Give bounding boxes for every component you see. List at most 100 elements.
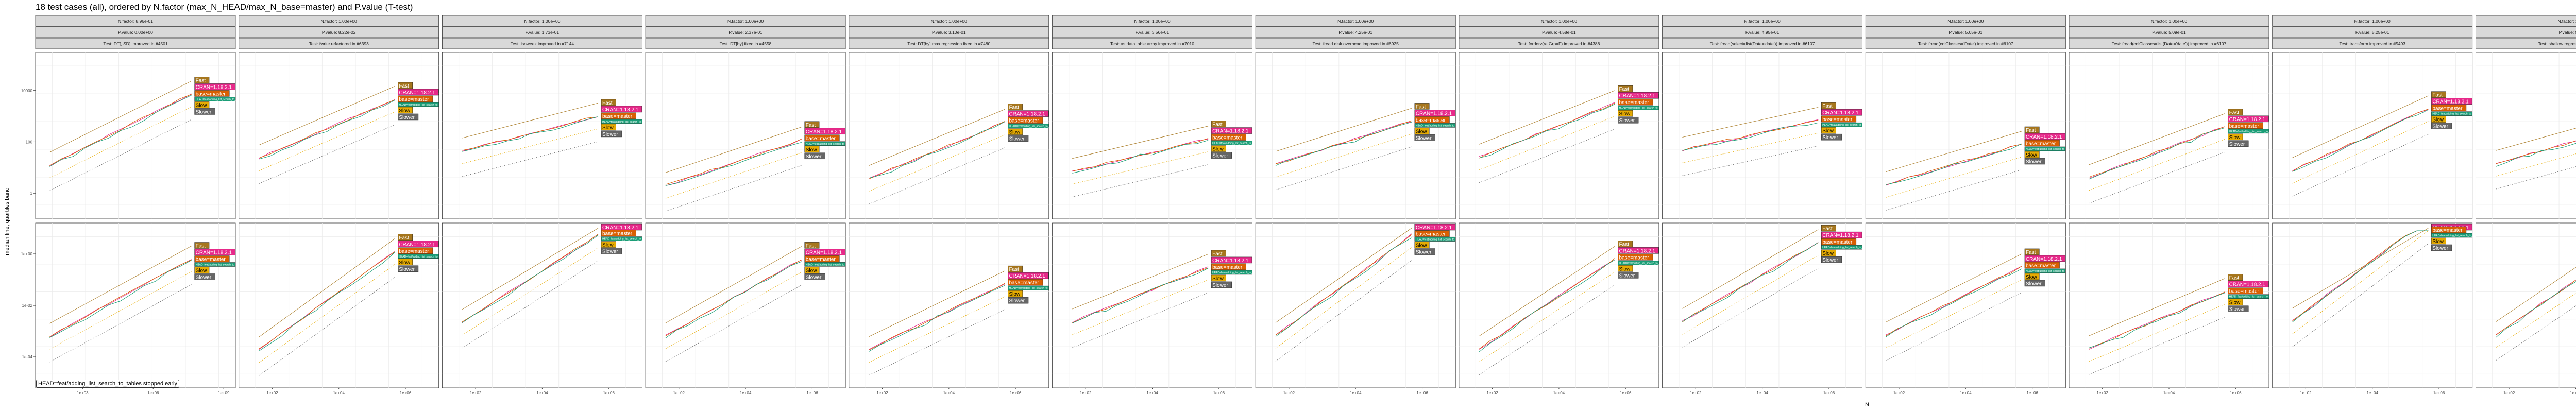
series-direct-label: base=master bbox=[1822, 117, 1853, 123]
series-direct-label-box bbox=[1821, 249, 1836, 256]
series-direct-label-box bbox=[1821, 102, 1836, 109]
test-strip bbox=[239, 38, 439, 49]
series-direct-label: Fast bbox=[399, 83, 409, 89]
series-direct-label-box bbox=[1618, 116, 1639, 124]
series-direct-label-box bbox=[2431, 91, 2446, 98]
x-tick-label: 1e+02 bbox=[1080, 391, 1092, 396]
series-direct-label: Slower bbox=[1009, 136, 1025, 142]
series-direct-label: base=master bbox=[602, 231, 633, 237]
series-direct-label: Slow bbox=[1009, 130, 1020, 135]
reference-line bbox=[2495, 267, 2576, 322]
x-tick-label: 1e+04 bbox=[1756, 391, 1768, 396]
reference-line bbox=[1479, 271, 1615, 363]
series-line bbox=[2292, 109, 2429, 172]
series-direct-label-box bbox=[2431, 105, 2467, 111]
x-tick-label: 1e+06 bbox=[1823, 391, 1835, 396]
series-direct-label: Slow bbox=[1822, 251, 1834, 256]
series-direct-label: base=master bbox=[2229, 124, 2260, 129]
test-strip bbox=[2475, 38, 2576, 49]
series-direct-label-box bbox=[1211, 270, 1252, 275]
series-direct-label-box bbox=[1618, 92, 1659, 99]
reference-line bbox=[462, 260, 599, 349]
series-direct-label-box bbox=[1008, 124, 1049, 128]
x-tick-label: 1e+02 bbox=[2503, 391, 2515, 396]
series-direct-label: Slower bbox=[2026, 159, 2042, 165]
facet-panel: N.factor: 8.96e-01 P.value: 0.00e+00 Test:… bbox=[35, 15, 243, 396]
reference-line bbox=[1479, 90, 1615, 145]
series-direct-label-box bbox=[1414, 116, 1450, 123]
series-direct-label: base=master bbox=[1822, 239, 1853, 245]
series-direct-label: base=master bbox=[1212, 135, 1243, 141]
y-tick-label: 1e-02 bbox=[22, 303, 33, 308]
reference-line bbox=[49, 284, 192, 363]
series-direct-label: CRAN=1.18.2.1 bbox=[399, 90, 435, 96]
series-direct-label-box bbox=[398, 113, 419, 121]
reference-line bbox=[1072, 164, 1209, 197]
series-direct-label: CRAN=1.18.2.1 bbox=[2026, 134, 2062, 140]
series-direct-label: Fast bbox=[806, 123, 816, 128]
test-strip bbox=[645, 38, 846, 49]
reference-line bbox=[462, 247, 599, 336]
series-direct-label: HEAD=feat/adding_list_search_to_tables bbox=[399, 104, 446, 107]
x-tick-label: 1e+02 bbox=[266, 391, 278, 396]
series-direct-label: base=master bbox=[602, 114, 633, 119]
series-direct-label-box bbox=[2024, 158, 2045, 165]
series-direct-label-box bbox=[601, 236, 642, 241]
series-direct-label: HEAD=feat/adding_list_search_to_tables bbox=[806, 143, 853, 146]
pvalue-label: P.value: 3.56e-01 bbox=[1136, 30, 1170, 35]
pvalue-label: P.value: 4.25e-01 bbox=[1338, 30, 1372, 35]
series-direct-label-box bbox=[1211, 141, 1252, 145]
nfactor-label: N.factor: 8.96e-01 bbox=[118, 19, 153, 24]
series-direct-label-box bbox=[804, 146, 820, 153]
x-tick-label: 1e+04 bbox=[2366, 391, 2378, 396]
test-name-label: Test: as.data.table.array improved in #7… bbox=[1110, 41, 1194, 46]
series-direct-label: Slow bbox=[1212, 276, 1224, 282]
series-direct-label-box bbox=[1414, 248, 1435, 255]
series-direct-label-box bbox=[194, 273, 215, 280]
series-direct-label-box bbox=[2024, 280, 2045, 287]
series-direct-label: HEAD=feat/adding_list_search_to_tables bbox=[399, 255, 446, 259]
series-direct-label-box bbox=[1618, 98, 1653, 106]
series-direct-label-box bbox=[398, 247, 433, 254]
series-direct-label: base=master bbox=[1212, 265, 1243, 270]
series-direct-label-box bbox=[2024, 268, 2066, 273]
series-direct-label-box bbox=[2228, 299, 2243, 305]
series-line bbox=[2496, 141, 2576, 164]
series-line bbox=[665, 139, 802, 185]
reference-line bbox=[2089, 113, 2225, 165]
x-tick-label: 1e+09 bbox=[218, 391, 230, 396]
series-direct-label-box bbox=[1618, 247, 1659, 254]
series-direct-label: Slower bbox=[806, 154, 822, 160]
test-strip bbox=[849, 38, 1049, 49]
test-name-label: Test: fread disk overhead improved in #6… bbox=[1313, 41, 1399, 46]
series-direct-label: HEAD=feat/adding_list_search_to_tables bbox=[1822, 246, 1870, 249]
series-direct-label-box bbox=[194, 90, 230, 97]
series-direct-label: CRAN=1.18.2.1 bbox=[2229, 282, 2266, 288]
reference-line bbox=[1072, 293, 1209, 348]
series-line bbox=[49, 95, 192, 167]
series-direct-label-box bbox=[398, 265, 419, 272]
series-direct-label: Fast bbox=[2432, 93, 2443, 98]
series-line bbox=[1479, 104, 1615, 159]
series-direct-label: HEAD=feat/adding_list_search_to_tables bbox=[196, 98, 243, 101]
series-direct-label-box bbox=[1414, 134, 1435, 141]
reference-line bbox=[2495, 293, 2576, 348]
series-direct-label-box bbox=[2431, 237, 2446, 245]
pvalue-strip bbox=[849, 26, 1049, 38]
x-tick-label: 1e+06 bbox=[2230, 391, 2242, 396]
series-direct-label: Slow bbox=[399, 260, 410, 266]
facet-panel: N.factor: 1.00e+00 P.value: 5.39e-01 Test:… bbox=[2475, 15, 2576, 396]
series-line bbox=[1072, 266, 1209, 323]
test-strip bbox=[442, 38, 642, 49]
series-direct-label: Slower bbox=[2229, 142, 2245, 147]
series-direct-label-box bbox=[194, 77, 210, 83]
x-tick-label: 1e+02 bbox=[1690, 391, 1702, 396]
series-direct-label-box bbox=[1821, 109, 1862, 116]
series-direct-label-box bbox=[601, 99, 616, 106]
series-line bbox=[869, 283, 1005, 351]
series-direct-label-box bbox=[1008, 135, 1029, 142]
series-direct-label-box bbox=[2228, 115, 2269, 123]
nfactor-strip bbox=[1459, 15, 1659, 27]
reference-line bbox=[1275, 228, 1412, 323]
